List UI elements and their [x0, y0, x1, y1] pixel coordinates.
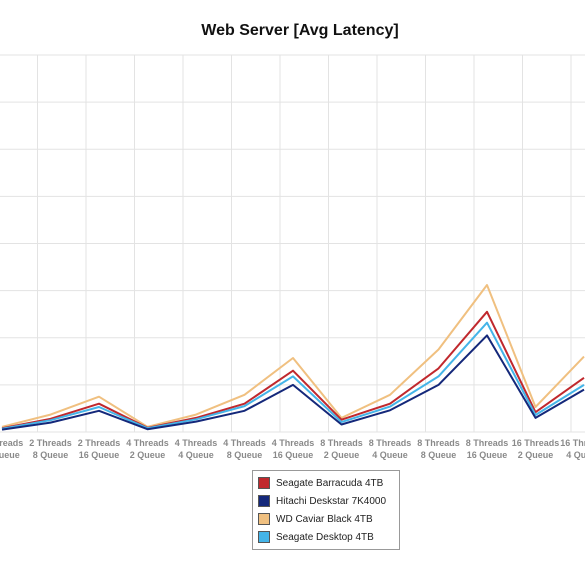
legend-label: WD Caviar Black 4TB	[276, 513, 373, 525]
x-tick-label: 8 Queue	[421, 450, 457, 460]
x-tick-label: 8 Threads	[320, 438, 363, 448]
x-tick-label: 4 Queue	[566, 450, 585, 460]
x-axis-ticks: 1 Threads 1 Queue 2 Threads 8 Queue 2 Thread…	[0, 438, 585, 460]
legend-swatch	[258, 531, 270, 543]
chart-title: Web Server [Avg Latency]	[201, 22, 398, 39]
x-tick-label: 2 Threads	[29, 438, 72, 448]
x-tick-label: 16 Threads	[560, 438, 585, 448]
x-tick-label: 16 Queue	[467, 450, 508, 460]
legend-label: Seagate Barracuda 4TB	[276, 477, 384, 489]
series-layer	[1, 284, 585, 431]
legend: Seagate Barracuda 4TB Hitachi Deskstar 7…	[252, 470, 400, 550]
x-tick-label: 2 Queue	[324, 450, 360, 460]
grid-layer	[0, 54, 585, 433]
legend-label: Hitachi Deskstar 7K4000	[276, 495, 387, 507]
series-line-3	[1, 321, 585, 430]
series-line-0	[1, 310, 585, 430]
x-tick-label: 16 Queue	[273, 450, 314, 460]
x-tick-label: 1 Queue	[0, 450, 20, 460]
x-tick-label: 2 Queue	[130, 450, 166, 460]
x-tick-label: 4 Queue	[178, 450, 214, 460]
legend-item-hitachi-deskstar: Hitachi Deskstar 7K4000	[253, 492, 399, 510]
legend-item-seagate-barracuda: Seagate Barracuda 4TB	[253, 474, 399, 492]
x-tick-label: 4 Queue	[372, 450, 408, 460]
x-tick-label: 2 Queue	[518, 450, 554, 460]
x-tick-label: 1 Threads	[0, 438, 23, 448]
x-tick-label: 4 Threads	[126, 438, 169, 448]
legend-label: Seagate Desktop 4TB	[276, 531, 374, 543]
legend-swatch	[258, 495, 270, 507]
x-tick-label: 8 Threads	[466, 438, 509, 448]
series-line-1	[1, 334, 585, 431]
legend-item-wd-caviar-black: WD Caviar Black 4TB	[253, 510, 399, 528]
x-tick-label: 8 Threads	[417, 438, 460, 448]
legend-item-seagate-desktop: Seagate Desktop 4TB	[253, 528, 399, 546]
x-tick-label: 8 Threads	[369, 438, 412, 448]
x-tick-label: 16 Threads	[512, 438, 560, 448]
x-tick-label: 4 Threads	[272, 438, 315, 448]
x-tick-label: 16 Queue	[79, 450, 120, 460]
legend-swatch	[258, 513, 270, 525]
series-line-2	[1, 284, 585, 428]
x-tick-label: 4 Threads	[223, 438, 266, 448]
x-tick-label: 4 Threads	[175, 438, 218, 448]
x-tick-label: 8 Queue	[33, 450, 69, 460]
legend-swatch	[258, 477, 270, 489]
x-tick-label: 2 Threads	[78, 438, 121, 448]
x-tick-label: 8 Queue	[227, 450, 263, 460]
